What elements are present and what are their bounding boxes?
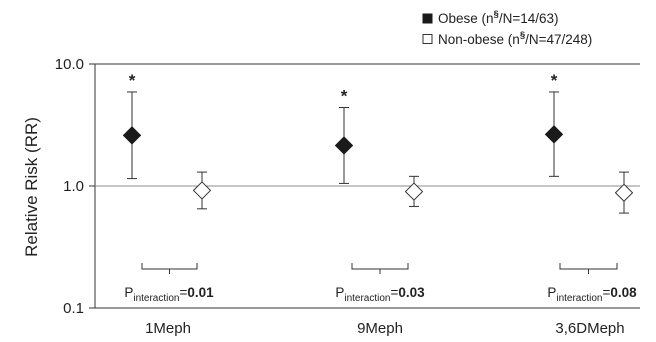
interaction-bracket-2 <box>351 263 409 274</box>
legend-marker-nonobese <box>422 34 433 44</box>
x-category-label-3: 3,6DMeph <box>555 320 624 337</box>
interaction-label-2: Pinteraction=0.03 <box>335 285 425 304</box>
significance-star-1: * <box>129 71 136 90</box>
legend-superscript-obese: § <box>494 9 499 20</box>
legend-marker-obese <box>422 13 433 24</box>
x-category-label-1: 1Meph <box>145 320 191 337</box>
y-axis-label: Relative Risk (RR) <box>22 117 41 257</box>
point-nonobese-1 <box>192 181 212 200</box>
significance-star-3: * <box>551 71 558 90</box>
point-obese-1 <box>122 126 142 145</box>
interaction-bracket-3 <box>559 263 618 274</box>
point-nonobese-2 <box>404 182 424 201</box>
y-tick-label-10: 10.0 <box>55 56 84 73</box>
interaction-brackets <box>141 263 618 274</box>
significance-star-2: * <box>341 86 348 105</box>
data-marks: * * * <box>122 71 634 214</box>
interaction-label-3: Pinteraction=0.08 <box>547 285 637 304</box>
legend: Obese (n§/N=14/63) Non-obese (n§/N=47/24… <box>422 9 592 47</box>
point-obese-2 <box>334 136 354 155</box>
legend-text-obese: Obese (n§/N=14/63) <box>438 9 559 26</box>
interaction-label-1: Pinteraction=0.01 <box>124 285 214 304</box>
legend-superscript-nonobese: § <box>520 30 525 41</box>
legend-text-nonobese: Non-obese (n§/N=47/248) <box>438 30 592 47</box>
y-tick-label-1: 1.0 <box>63 178 84 195</box>
point-obese-3 <box>544 125 564 144</box>
interaction-bracket-1 <box>141 263 198 274</box>
point-nonobese-3 <box>614 183 634 202</box>
x-category-label-2: 9Meph <box>357 320 403 337</box>
y-tick-label-0-1: 0.1 <box>63 300 84 317</box>
